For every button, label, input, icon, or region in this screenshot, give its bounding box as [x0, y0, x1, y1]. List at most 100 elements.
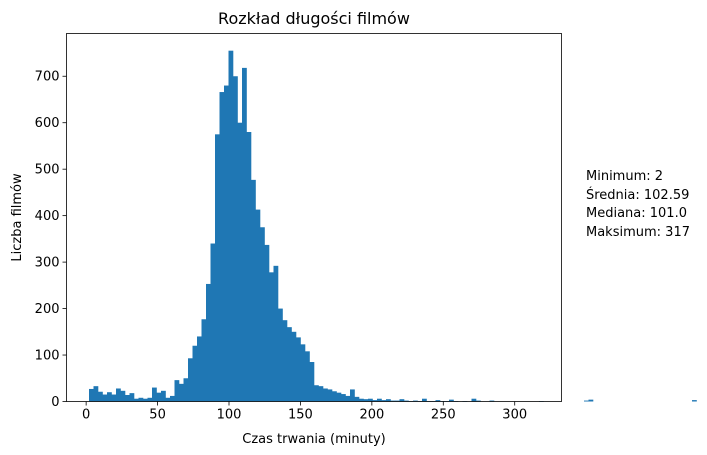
histogram-bar [107, 392, 112, 402]
histogram-bar [489, 400, 495, 402]
histogram-bar [206, 283, 211, 402]
histogram-bar [476, 400, 481, 402]
histogram-bar [170, 395, 175, 402]
histogram-bar [233, 76, 238, 402]
plot-frame [66, 33, 562, 402]
histogram-bar [327, 389, 333, 402]
histogram-bar [386, 399, 391, 402]
histogram-bar [98, 391, 103, 402]
x-tick-label: 250 [431, 408, 456, 423]
histogram-bar [143, 398, 148, 402]
histogram-bar [273, 265, 279, 402]
y-tick-label: 600 [35, 116, 60, 131]
histogram-bar [390, 400, 396, 402]
histogram-bar [188, 358, 193, 402]
histogram-bar [102, 394, 108, 402]
histogram-bar [246, 132, 252, 402]
histogram-bar [309, 362, 315, 402]
histogram-bar [318, 386, 324, 402]
x-axis-label: Czas trwania (minuty) [242, 432, 385, 447]
y-tick-label: 200 [35, 302, 60, 317]
histogram-bar [372, 400, 378, 402]
y-tick-label: 400 [35, 209, 60, 224]
histogram-bar [111, 394, 117, 402]
histogram-bar [152, 387, 157, 402]
histogram-bar [215, 134, 220, 402]
histogram-bar [120, 390, 126, 402]
stat-median: Mediana: 101.0 [586, 206, 687, 221]
histogram-bar [156, 392, 162, 402]
histogram-bar [255, 209, 261, 402]
histogram-bar [305, 351, 310, 402]
x-tick-label: 150 [288, 408, 313, 423]
histogram-bar [381, 400, 387, 402]
histogram-bar [323, 388, 328, 402]
histogram-bar [359, 398, 364, 402]
histogram-bar [201, 319, 207, 402]
histogram-bar [174, 380, 180, 402]
histogram-bar [354, 396, 360, 402]
histogram-bar [138, 397, 144, 402]
histogram-bar [197, 336, 202, 402]
histogram-bar [692, 400, 697, 402]
histogram-bar [210, 243, 216, 402]
bars-group [89, 50, 697, 402]
y-tick-label: 100 [35, 349, 60, 364]
histogram-bar [449, 399, 454, 402]
histogram-bar [161, 390, 166, 402]
x-tick-label: 50 [149, 408, 166, 423]
x-tick-label: 100 [217, 408, 242, 423]
y-tick-label: 300 [35, 256, 60, 271]
histogram-bar [192, 345, 198, 402]
histogram-bar [395, 400, 400, 402]
histogram-bar [129, 393, 135, 402]
histogram-bar [237, 122, 243, 402]
y-axis-label: Liczba filmów [10, 173, 25, 262]
histogram-bar [260, 227, 265, 402]
histogram-bar [116, 388, 121, 402]
histogram-bar [224, 85, 229, 402]
histogram-bar [332, 391, 337, 402]
histogram-bar [404, 400, 409, 402]
x-tick-label: 300 [502, 408, 527, 423]
histogram-bar [368, 398, 373, 402]
y-tick-label: 0 [51, 395, 59, 410]
histogram-bar [314, 385, 319, 402]
histogram-bar [399, 399, 405, 402]
y-tick-label: 700 [35, 70, 60, 85]
histogram-bar [228, 50, 234, 402]
histogram-bar [219, 92, 225, 402]
histogram-bar [296, 337, 301, 402]
histogram-bar [264, 244, 270, 402]
histogram-bar [125, 394, 130, 402]
histogram-bar [435, 400, 441, 402]
histogram-bar [147, 397, 153, 402]
histogram-bar [422, 398, 427, 402]
histogram-bar [413, 400, 418, 402]
histogram-bar [89, 388, 94, 402]
histogram-bar [278, 308, 283, 402]
stat-maximum: Maksimum: 317 [586, 224, 690, 240]
stat-minimum: Minimum: 2 [586, 169, 664, 184]
histogram-bar [179, 383, 184, 402]
histogram-bar [363, 399, 369, 402]
histogram-bar [345, 395, 351, 402]
y-tick-label: 500 [35, 163, 60, 178]
stats-box: Minimum: 2 Średnia: 102.59 Mediana: 101.… [586, 168, 690, 242]
histogram-bar [350, 389, 355, 402]
histogram-bar [377, 398, 382, 402]
x-tick-label: 200 [359, 408, 384, 423]
histogram-bar [269, 272, 274, 402]
histogram-bar [183, 378, 189, 402]
histogram-bar [251, 179, 256, 402]
histogram-bar [471, 398, 477, 402]
chart-title: Rozkład długości filmów [218, 9, 410, 28]
axes-group: 0 50 100 150 200 250 300 0 100 200 300 400 500 600 700 [35, 70, 527, 423]
histogram-bar [134, 398, 139, 402]
histogram-bar [165, 397, 171, 402]
histogram-bar [93, 386, 99, 402]
histogram-bar [584, 400, 589, 402]
histogram-bar [287, 327, 292, 402]
histogram-bar [588, 399, 594, 402]
